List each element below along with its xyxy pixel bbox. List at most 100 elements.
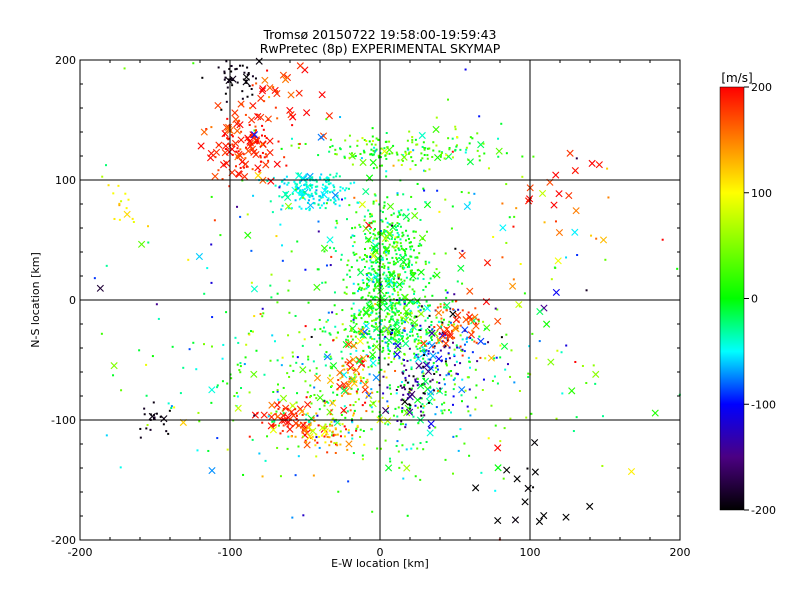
data-point-dot xyxy=(391,307,394,310)
data-point-dot xyxy=(407,264,410,267)
data-point-dot xyxy=(210,195,213,198)
data-point-dot xyxy=(525,416,528,419)
data-point-dot xyxy=(443,401,446,404)
data-point-dot xyxy=(428,314,431,317)
data-point-dot xyxy=(327,197,330,200)
data-point-dot xyxy=(291,351,294,354)
data-point-dot xyxy=(601,464,604,467)
data-point-dot xyxy=(405,448,408,451)
data-point-dot xyxy=(277,424,280,427)
data-point-dot xyxy=(367,345,370,348)
data-point-dot xyxy=(410,269,413,272)
data-point-dot xyxy=(419,336,422,339)
data-point-cross xyxy=(420,339,428,347)
data-point-dot xyxy=(387,352,390,355)
data-point-dot xyxy=(418,342,421,345)
data-point-dot xyxy=(417,329,420,332)
data-point-dot xyxy=(415,261,418,264)
data-point-cross xyxy=(234,404,242,412)
data-point-dot xyxy=(265,155,268,158)
data-point-dot xyxy=(386,386,389,389)
data-point-dot xyxy=(224,76,227,79)
data-point-cross xyxy=(222,159,231,167)
data-point-dot xyxy=(338,422,341,425)
data-point-cross xyxy=(365,221,373,229)
data-point-cross xyxy=(295,421,303,429)
data-point-dot xyxy=(306,391,309,394)
data-point-dot xyxy=(445,327,448,330)
data-point-dot xyxy=(325,433,328,436)
data-point-dot xyxy=(371,154,374,157)
data-point-dot xyxy=(375,258,378,261)
data-point-dot xyxy=(298,205,301,208)
data-point-dot xyxy=(411,135,414,138)
data-point-dot xyxy=(330,440,333,443)
data-point-dot xyxy=(305,173,308,176)
data-point-dot xyxy=(297,172,300,175)
data-point-cross xyxy=(325,112,333,120)
data-point-dot xyxy=(287,181,290,184)
data-point-dot xyxy=(376,260,379,263)
data-point-dot xyxy=(288,311,291,314)
data-point-dot xyxy=(472,330,475,333)
data-point-dot xyxy=(348,204,351,207)
data-point-dot xyxy=(235,391,238,394)
data-point-dot xyxy=(421,374,424,377)
data-point-dot xyxy=(452,378,455,381)
data-point-dot xyxy=(168,409,171,412)
data-point-dot xyxy=(325,186,328,189)
data-point-dot xyxy=(375,137,378,140)
data-point-dot xyxy=(409,269,412,272)
data-point-dot xyxy=(383,357,386,360)
data-point-cross xyxy=(483,324,491,332)
data-point-dot xyxy=(396,291,399,294)
data-point-dot xyxy=(251,84,254,87)
data-point-dot xyxy=(402,214,405,217)
data-point-dot xyxy=(390,308,393,311)
data-point-dot xyxy=(402,193,405,196)
data-point-dot xyxy=(419,328,422,331)
data-point-dot xyxy=(363,288,366,291)
data-point-dot xyxy=(241,64,244,67)
data-point-dot xyxy=(452,388,455,391)
data-point-dot xyxy=(357,288,360,291)
data-point-dot xyxy=(376,280,379,283)
data-point-cross xyxy=(244,231,252,239)
data-point-dot xyxy=(334,203,337,206)
data-point-cross xyxy=(241,173,249,181)
data-point-dot xyxy=(236,363,239,366)
data-point-dot xyxy=(294,188,297,191)
data-point-dot xyxy=(385,175,388,178)
data-point-dot xyxy=(409,150,412,153)
data-point-dot xyxy=(362,149,365,152)
data-point-dot xyxy=(466,376,469,379)
data-point-cross xyxy=(627,468,636,476)
data-point-dot xyxy=(372,345,375,348)
data-point-dot xyxy=(419,442,422,445)
data-point-dot xyxy=(408,374,411,377)
data-point-dot xyxy=(380,219,383,222)
data-point-dot xyxy=(339,116,342,119)
data-point-dot xyxy=(408,130,411,133)
data-point-dot xyxy=(390,237,393,240)
data-point-dot xyxy=(281,204,284,207)
data-point-dot xyxy=(424,201,427,204)
data-point-dot xyxy=(363,247,366,250)
data-point-dot xyxy=(343,368,346,371)
data-point-dot xyxy=(320,434,323,437)
data-point-dot xyxy=(246,73,249,76)
data-point-dot xyxy=(387,285,390,288)
data-point-dot xyxy=(350,329,353,332)
data-point-dot xyxy=(304,142,307,145)
data-point-dot xyxy=(444,289,447,292)
data-point-dot xyxy=(396,241,399,244)
data-point-dot xyxy=(360,287,363,290)
data-point-dot xyxy=(512,225,515,228)
data-point-dot xyxy=(393,282,396,285)
data-point-dot xyxy=(366,277,369,280)
data-point-dot xyxy=(426,317,429,320)
data-point-dot xyxy=(431,366,434,369)
data-point-dot xyxy=(457,449,460,452)
data-point-dot xyxy=(383,370,386,373)
data-point-dot xyxy=(340,350,343,353)
